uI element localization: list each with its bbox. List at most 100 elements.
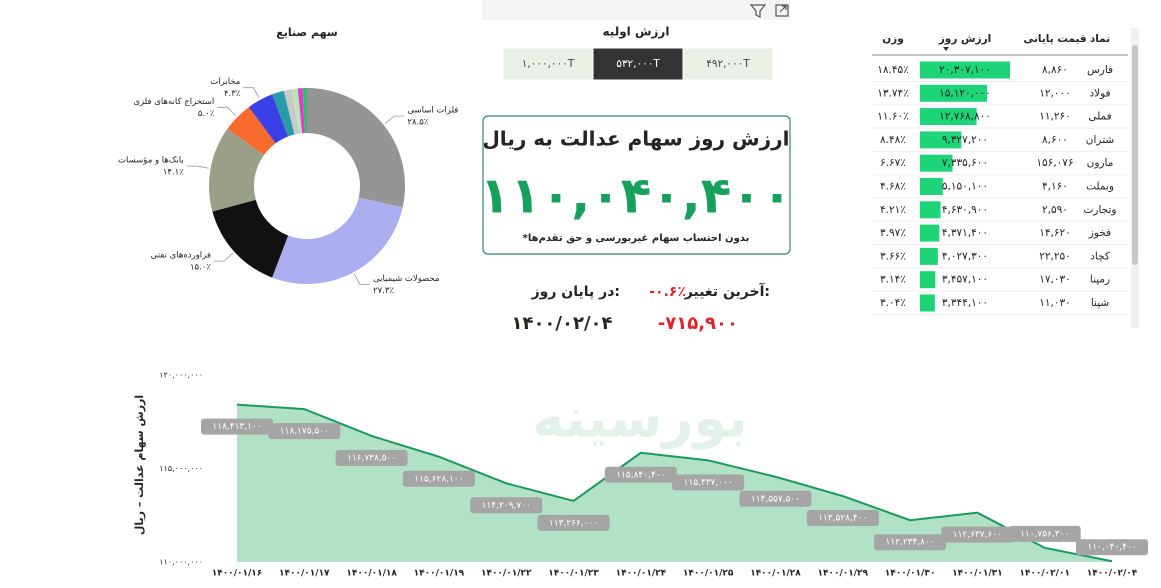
pie-category-label: بانک‌ها و مؤسسات bbox=[118, 156, 184, 166]
data-label: ۱۱۵,۸۴۰,۴۰۰ bbox=[616, 470, 665, 480]
leader-line bbox=[353, 273, 371, 286]
x-tick-label: ۱۴۰۰/۰۱/۲۸ bbox=[750, 569, 801, 579]
pie-slice bbox=[291, 88, 303, 134]
table-cell: ۱۵,۱۲۰,۰۰۰ bbox=[939, 87, 991, 99]
pie-slice bbox=[302, 88, 307, 134]
end-date: ۱۴۰۰/۰۲/۰۴ bbox=[511, 313, 612, 334]
data-label-box bbox=[672, 474, 745, 491]
table-cell: ۵,۱۵۰,۱۰۰ bbox=[942, 181, 988, 193]
value-bar bbox=[920, 294, 935, 312]
table-cell: ۱۱,۲۶۰ bbox=[1039, 111, 1071, 123]
table-cell: ۱۸.۴۵٪ bbox=[877, 64, 909, 76]
x-tick-label: ۱۴۰۰/۰۱/۲۳ bbox=[548, 569, 599, 579]
table-cell: فولاد bbox=[1089, 87, 1110, 99]
watermark: بورسینه bbox=[532, 387, 747, 450]
table-cell: ۴,۰۲۷,۳۰۰ bbox=[942, 250, 988, 262]
pie-value-label: ۲۷.۳٪ bbox=[373, 286, 394, 296]
data-label: ۱۱۵,۴۳۷,۰۰۰ bbox=[684, 478, 733, 488]
data-label: ۱۱۵,۶۲۸,۱۰۰ bbox=[414, 474, 463, 484]
table-cell: ۸,۶۰۰ bbox=[1042, 134, 1068, 146]
leader-line bbox=[217, 106, 237, 117]
data-label: ۱۱۴,۵۵۷,۵۰۰ bbox=[751, 494, 800, 504]
kpi-value: ۱۱۰,۰۴۰,۴۰۰ bbox=[480, 167, 793, 225]
table-header[interactable]: نماد bbox=[1090, 33, 1110, 45]
table-cell: ۴.۲۱٪ bbox=[880, 204, 906, 216]
pie-category-label: فراورده‌های نفتی bbox=[151, 251, 211, 261]
filter-button-label[interactable]: ۵۳۲,۰۰۰T bbox=[616, 58, 660, 70]
data-label-box bbox=[1076, 539, 1148, 556]
data-label: ۱۱۶,۷۳۸,۵۰۰ bbox=[347, 453, 396, 463]
table-cell: کچاد bbox=[1090, 250, 1110, 262]
leader-line bbox=[384, 115, 405, 124]
filter-button[interactable] bbox=[682, 47, 774, 81]
table-cell: ۲۲,۲۵۰ bbox=[1039, 250, 1071, 262]
data-label-box bbox=[268, 423, 341, 440]
x-tick-label: ۱۴۰۰/۰۱/۳۰ bbox=[885, 569, 936, 579]
data-label: ۱۱۲,۲۳۴,۸۰۰ bbox=[885, 538, 934, 548]
pie-value-label: ۵.۰٪ bbox=[198, 109, 215, 119]
data-label: ۱۱۸,۱۷۵,۵۰۰ bbox=[280, 427, 329, 437]
filter-icon[interactable] bbox=[749, 4, 767, 18]
table-cell: ۸.۴۸٪ bbox=[880, 134, 906, 146]
pie-value-label: ۱۵.۰٪ bbox=[190, 263, 211, 273]
table-cell: ۹,۳۲۷,۲۰۰ bbox=[942, 134, 988, 146]
table-cell: ۱۵۶,۰۷۶ bbox=[1036, 157, 1073, 169]
pie-slice bbox=[307, 88, 405, 208]
table-cell: ۳.۰۴٪ bbox=[880, 297, 906, 309]
focus-icon[interactable] bbox=[775, 4, 789, 17]
value-bar bbox=[920, 131, 962, 149]
table-header[interactable]: وزن bbox=[882, 33, 904, 45]
filter-button-label[interactable]: ۴۹۲,۰۰۰T bbox=[706, 58, 750, 70]
value-bar bbox=[920, 61, 1010, 79]
table-cell: ۱۲,۰۰۰ bbox=[1039, 87, 1071, 99]
pie-value-label: ۴.۳٪ bbox=[224, 89, 241, 99]
table-header[interactable]: ارزش روز bbox=[938, 33, 991, 45]
data-label: ۱۱۳,۲۶۶,۰۰۰ bbox=[549, 518, 598, 528]
table-cell: ۷,۳۳۵,۶۰۰ bbox=[942, 157, 988, 169]
pie-category-label: محصولات شیمیایی bbox=[373, 274, 440, 284]
kpi-note: *بدون احتساب سهام غیربورسی و حق تقدم‌ها bbox=[523, 233, 750, 244]
table-cell: شتران bbox=[1086, 134, 1114, 146]
pie-slice bbox=[212, 199, 289, 278]
table-cell: فارس bbox=[1087, 64, 1113, 76]
table-cell: رمپنا bbox=[1090, 274, 1110, 286]
pie-slice bbox=[209, 128, 264, 212]
value-bar bbox=[920, 154, 953, 172]
y-axis-title: ارزش سهام عدالت – ریال bbox=[133, 395, 146, 535]
scrollbar-thumb[interactable] bbox=[1132, 45, 1138, 265]
filter-button-label[interactable]: ۱,۰۰۰,۰۰۰T bbox=[522, 58, 575, 70]
data-label: ۱۱۰,۰۴۰,۴۰۰ bbox=[1087, 543, 1136, 553]
x-tick-label: ۱۴۰۰/۰۱/۲۹ bbox=[818, 569, 869, 579]
table-cell: وتجارت bbox=[1084, 204, 1117, 216]
value-bar bbox=[920, 201, 941, 219]
data-label: ۱۱۰,۷۵۶,۳۰۰ bbox=[1020, 529, 1069, 539]
pie-category-label: استخراج کانه‌های فلزی bbox=[133, 97, 214, 107]
table-header[interactable]: قیمت پایانی bbox=[1023, 33, 1086, 45]
leader-line bbox=[243, 87, 260, 99]
data-label-box bbox=[604, 466, 677, 483]
x-tick-label: ۱۴۰۰/۰۱/۲۵ bbox=[683, 569, 734, 579]
x-tick-label: ۱۴۰۰/۰۱/۲۴ bbox=[616, 569, 667, 579]
data-label: ۱۱۴,۲۰۹,۷۰۰ bbox=[482, 501, 531, 511]
table-cell: ۱۲,۷۶۸,۸۰۰ bbox=[939, 111, 991, 123]
sort-icon[interactable] bbox=[943, 47, 949, 51]
header-strip bbox=[482, 0, 790, 20]
table-cell: ۶.۶۷٪ bbox=[880, 157, 906, 169]
y-tick-label: ۱۱۵,۰۰۰,۰۰۰ bbox=[159, 464, 203, 473]
data-label-box bbox=[201, 418, 273, 435]
kpi-card bbox=[482, 115, 791, 255]
data-label: ۱۱۲,۶۳۷,۶۰۰ bbox=[953, 530, 1002, 540]
pie-slice bbox=[272, 197, 403, 284]
pie-title: سهم صنایع bbox=[276, 26, 337, 39]
table-cell: ۸,۸۶۰ bbox=[1042, 64, 1068, 76]
data-label-box bbox=[874, 534, 947, 551]
table-cell: شپنا bbox=[1091, 297, 1109, 309]
value-bar bbox=[920, 178, 943, 195]
table-cell: ۱۷,۰۳۰ bbox=[1039, 274, 1071, 286]
table-cell: ۴,۶۳۰,۹۰۰ bbox=[942, 204, 988, 216]
area-line bbox=[236, 403, 1113, 563]
table-cell: فخوز bbox=[1088, 227, 1111, 239]
change-amount: -۷۱۵,۹۰۰ bbox=[658, 313, 738, 334]
change-percent: -۰.۶٪ bbox=[649, 284, 686, 300]
filter-button[interactable] bbox=[502, 47, 594, 81]
